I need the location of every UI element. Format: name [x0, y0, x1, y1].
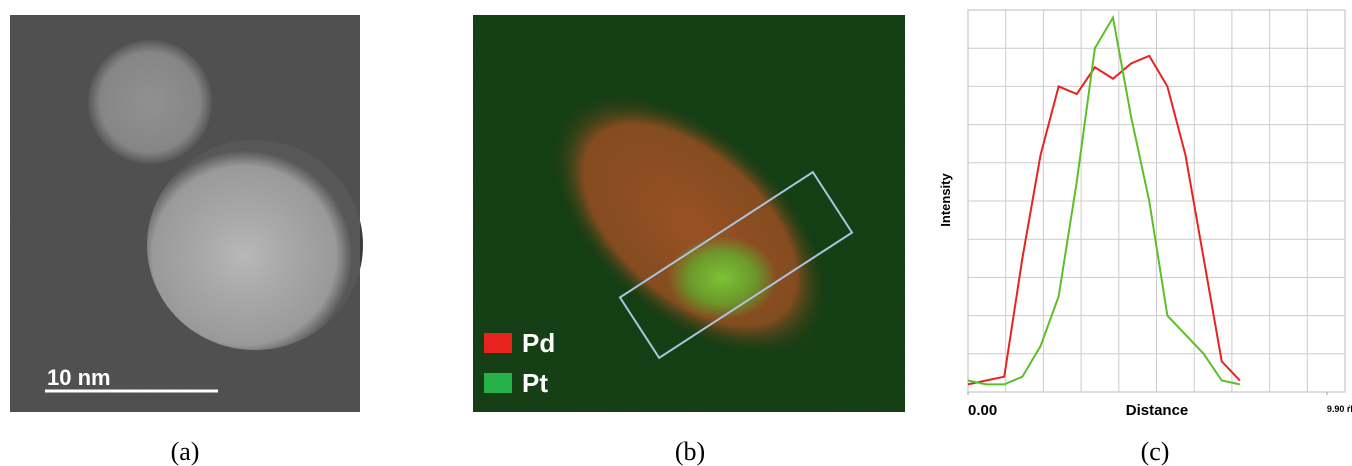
panel-c: Intensity Distance (c) 0.00 9.90 ŕÊm: [938, 9, 1352, 466]
series-line: [967, 14, 1241, 386]
x-axis-label: Distance: [1126, 402, 1189, 419]
x-tick-label: 0.00: [968, 402, 997, 419]
caption: (b): [675, 437, 705, 466]
panel-a: 10 nm (a): [10, 15, 363, 466]
caption: (c): [1141, 437, 1170, 466]
noise: [10, 15, 360, 412]
legend-label: Pt: [522, 368, 548, 398]
noise: [473, 15, 905, 412]
series-line: [967, 54, 1241, 386]
legend-label: Pd: [522, 328, 555, 358]
scale-label: 10 nm: [47, 365, 111, 390]
y-axis-label: Intensity: [938, 173, 953, 227]
legend-swatch: [484, 373, 512, 393]
x-tick-label: 9.90 ŕÊm: [1327, 403, 1352, 414]
panel-b: Pd Pt (b): [473, 15, 905, 466]
legend: Pd Pt: [484, 328, 555, 398]
line-scan-box: [618, 170, 854, 360]
legend-swatch: [484, 333, 512, 353]
caption: (a): [171, 437, 200, 466]
